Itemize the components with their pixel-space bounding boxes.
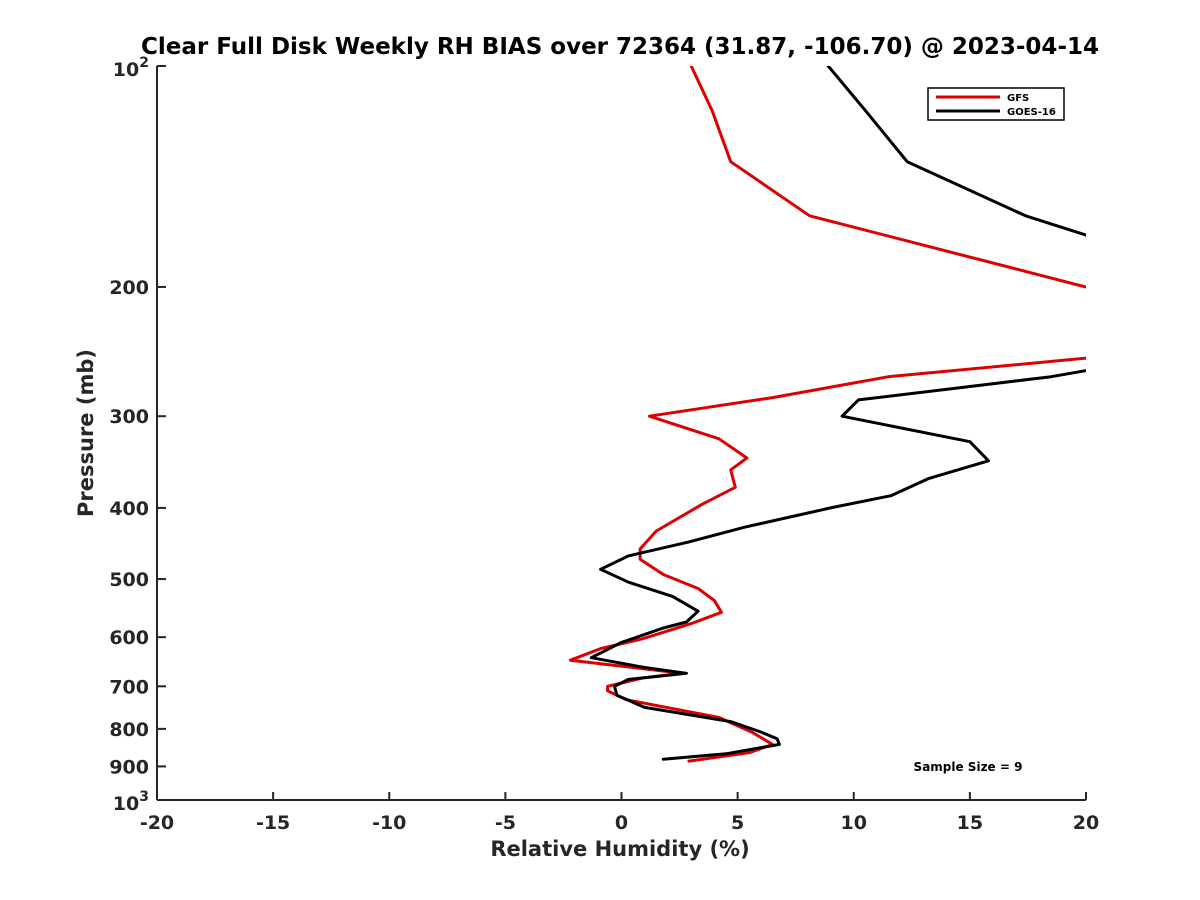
y-tick-label: 500 bbox=[109, 569, 149, 591]
x-tick-label: 0 bbox=[615, 812, 628, 834]
y-tick-label: 800 bbox=[109, 719, 149, 741]
y-tick-label: 200 bbox=[109, 277, 149, 299]
x-tick-label: -20 bbox=[140, 812, 174, 834]
x-tick-label: -5 bbox=[495, 812, 516, 834]
y-tick-label: 300 bbox=[109, 406, 149, 428]
series-layer bbox=[568, 66, 1086, 763]
plot-frame bbox=[156, 66, 1086, 801]
x-tick-label: -15 bbox=[256, 812, 290, 834]
legend-entry-label: GFS bbox=[1007, 93, 1029, 104]
sample-size-annotation: Sample Size = 9 bbox=[914, 760, 1023, 774]
y-tick-label: 600 bbox=[109, 627, 149, 649]
series-line-gfs bbox=[568, 66, 1086, 763]
legend-entry-label: GOES-16 bbox=[1007, 107, 1056, 118]
y-axis-ticks: 102 200 300 400 500 600 700 800 900 103 bbox=[109, 55, 166, 815]
series-line-goes-16 bbox=[589, 66, 1086, 761]
x-tick-label: 15 bbox=[957, 812, 983, 834]
y-tick-label: 400 bbox=[109, 498, 149, 520]
y-tick-label: 102 bbox=[113, 55, 149, 81]
x-tick-label: -10 bbox=[372, 812, 406, 834]
x-tick-label: 20 bbox=[1073, 812, 1099, 834]
x-axis-label: Relative Humidity (%) bbox=[490, 837, 749, 861]
y-tick-label: 700 bbox=[109, 676, 149, 698]
y-axis-label: Pressure (mb) bbox=[74, 349, 98, 517]
x-tick-label: 5 bbox=[731, 812, 744, 834]
chart-title: Clear Full Disk Weekly RH BIAS over 7236… bbox=[141, 34, 1099, 60]
x-axis-ticks: -20 -15 -10 -5 0 5 10 15 20 bbox=[140, 792, 1099, 834]
y-tick-label: 900 bbox=[109, 756, 149, 778]
legend: GFS GOES-16 bbox=[927, 87, 1065, 121]
legend-box bbox=[927, 87, 1065, 121]
y-tick-label: 103 bbox=[113, 789, 149, 815]
x-tick-label: 10 bbox=[841, 812, 867, 834]
